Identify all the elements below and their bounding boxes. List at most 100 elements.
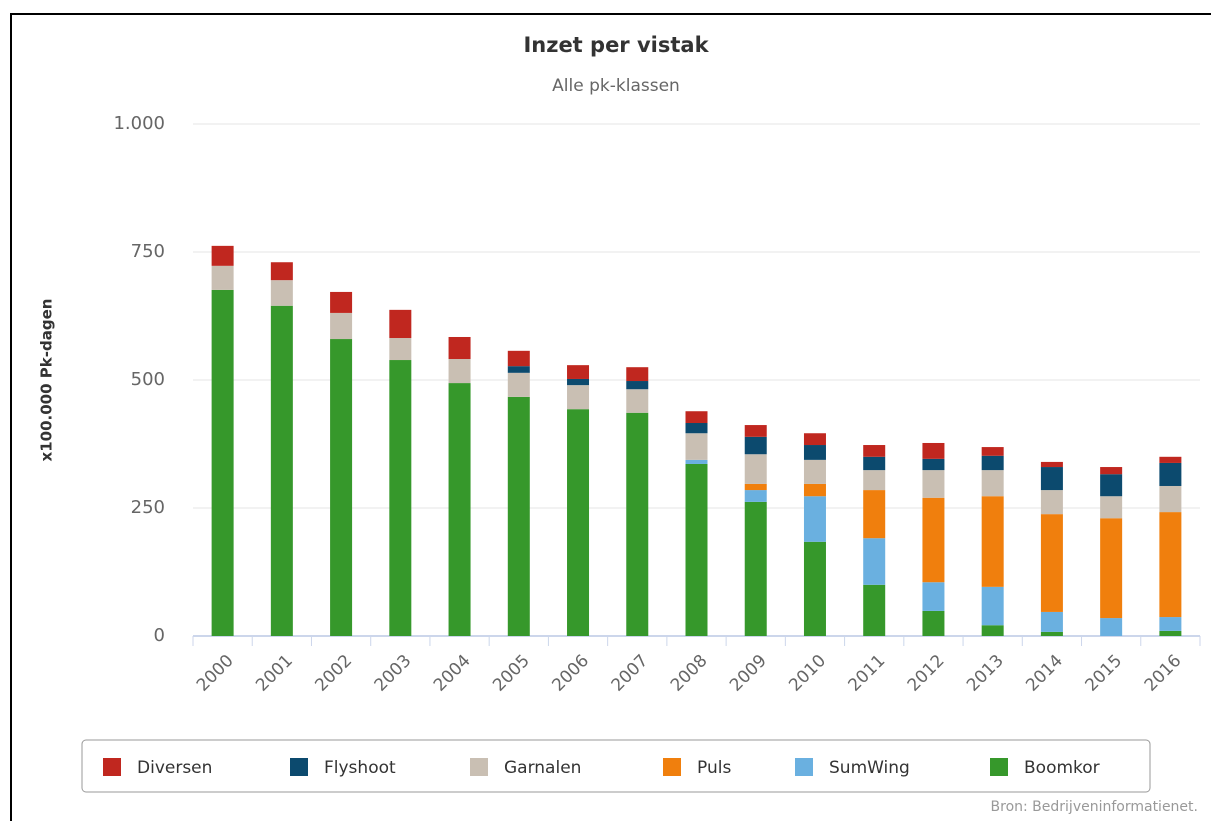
bar-segment	[626, 381, 649, 390]
legend-label: Boomkor	[1024, 758, 1100, 778]
bar-segment	[507, 372, 530, 397]
bar-segment	[685, 463, 708, 636]
bar-segment	[448, 359, 471, 384]
x-tick-label: 2006	[548, 651, 593, 696]
x-tick-label: 2001	[252, 651, 297, 696]
bar-segment	[863, 584, 886, 636]
bar-segment	[863, 470, 886, 491]
bar-segment	[803, 433, 826, 446]
bar-segment	[211, 265, 234, 290]
bar-segment	[330, 312, 353, 340]
bar-segment	[1159, 462, 1182, 486]
bar-segment	[626, 367, 649, 382]
bar-segment	[1159, 485, 1182, 513]
bar-segment	[1159, 617, 1182, 631]
bar-segment	[744, 425, 767, 437]
bar-segment	[626, 389, 649, 413]
x-tick-label: 2009	[726, 651, 771, 696]
y-tick-label: 750	[131, 241, 165, 262]
bar-segment	[211, 289, 234, 636]
legend-swatch	[795, 758, 813, 776]
bar-segment	[507, 366, 530, 373]
legend-label: Diversen	[137, 758, 212, 778]
legend-label: SumWing	[829, 758, 910, 778]
bar-segment	[1040, 467, 1063, 491]
bar-segment	[863, 445, 886, 457]
bar-segment	[744, 490, 767, 502]
bar-segment	[1159, 456, 1182, 463]
x-tick-label: 2012	[904, 651, 949, 696]
x-tick-label: 2002	[311, 651, 356, 696]
bar-segment	[1159, 512, 1182, 618]
y-tick-label: 1.000	[113, 113, 165, 134]
bar-segment	[567, 378, 590, 386]
x-tick-label: 2010	[785, 651, 830, 696]
bar-segment	[1159, 630, 1182, 636]
legend-swatch	[290, 758, 308, 776]
bar-segment	[685, 459, 708, 464]
bar-segment	[330, 291, 353, 313]
bar-segment	[744, 454, 767, 484]
x-tick-label: 2014	[1022, 651, 1067, 696]
legend-swatch	[103, 758, 121, 776]
bar-segment	[685, 423, 708, 434]
frame	[10, 13, 1211, 821]
legend-swatch	[470, 758, 488, 776]
y-tick-label: 0	[154, 625, 165, 646]
bar-segment	[922, 442, 945, 459]
bar-segment	[981, 586, 1004, 626]
bar-segment	[389, 309, 412, 339]
bar-segment	[270, 280, 293, 306]
legend-label: Flyshoot	[324, 758, 396, 778]
bar-segment	[1040, 461, 1063, 468]
bar-segment	[685, 411, 708, 424]
bar-segment	[685, 433, 708, 460]
bar-segment	[744, 436, 767, 455]
bar-segment	[803, 483, 826, 497]
bar-segment	[389, 360, 412, 636]
bar-segment	[981, 447, 1004, 456]
bar-segment	[1100, 467, 1123, 475]
legend-box	[81, 739, 1151, 793]
bar-segment	[803, 445, 826, 460]
bar-segment	[1100, 518, 1123, 619]
bar-segment	[922, 470, 945, 498]
bar-segment	[1100, 618, 1123, 636]
bar-segment	[330, 339, 353, 636]
legend-label: Garnalen	[504, 758, 581, 778]
bar-segment	[567, 409, 590, 636]
bar-segment	[1040, 490, 1063, 515]
legend-swatch	[990, 758, 1008, 776]
bar-segment	[1040, 611, 1063, 632]
bar-segment	[922, 458, 945, 471]
y-tick-label: 250	[131, 497, 165, 518]
y-axis-title: x100.000 Pk-dagen	[38, 299, 56, 462]
bar-segment	[744, 483, 767, 491]
bar-segment	[981, 470, 1004, 497]
bar-segment	[803, 459, 826, 484]
x-tick-label: 2000	[193, 651, 238, 696]
bar-segment	[507, 396, 530, 636]
x-tick-label: 2005	[489, 651, 534, 696]
bar-segment	[863, 490, 886, 539]
bar-segment	[448, 383, 471, 636]
y-tick-label: 500	[131, 369, 165, 390]
bar-segment	[567, 365, 590, 379]
bar-segment	[981, 496, 1004, 587]
bar-segment	[803, 541, 826, 636]
bar-segment	[389, 338, 412, 361]
bar-segment	[1040, 514, 1063, 612]
bar-segment	[626, 412, 649, 636]
bar-segment	[863, 456, 886, 471]
chart-title: Inzet per vistak	[523, 33, 709, 57]
x-tick-label: 2003	[371, 651, 416, 696]
bar-segment	[863, 538, 886, 585]
x-tick-label: 2016	[1141, 651, 1186, 696]
bar-segment	[922, 582, 945, 611]
chart-subtitle: Alle pk-klassen	[552, 76, 680, 96]
bar-segment	[448, 336, 471, 360]
x-tick-label: 2008	[667, 651, 712, 696]
source-credit: Bron: Bedrijveninformatienet.	[991, 799, 1198, 815]
bar-segment	[270, 305, 293, 636]
